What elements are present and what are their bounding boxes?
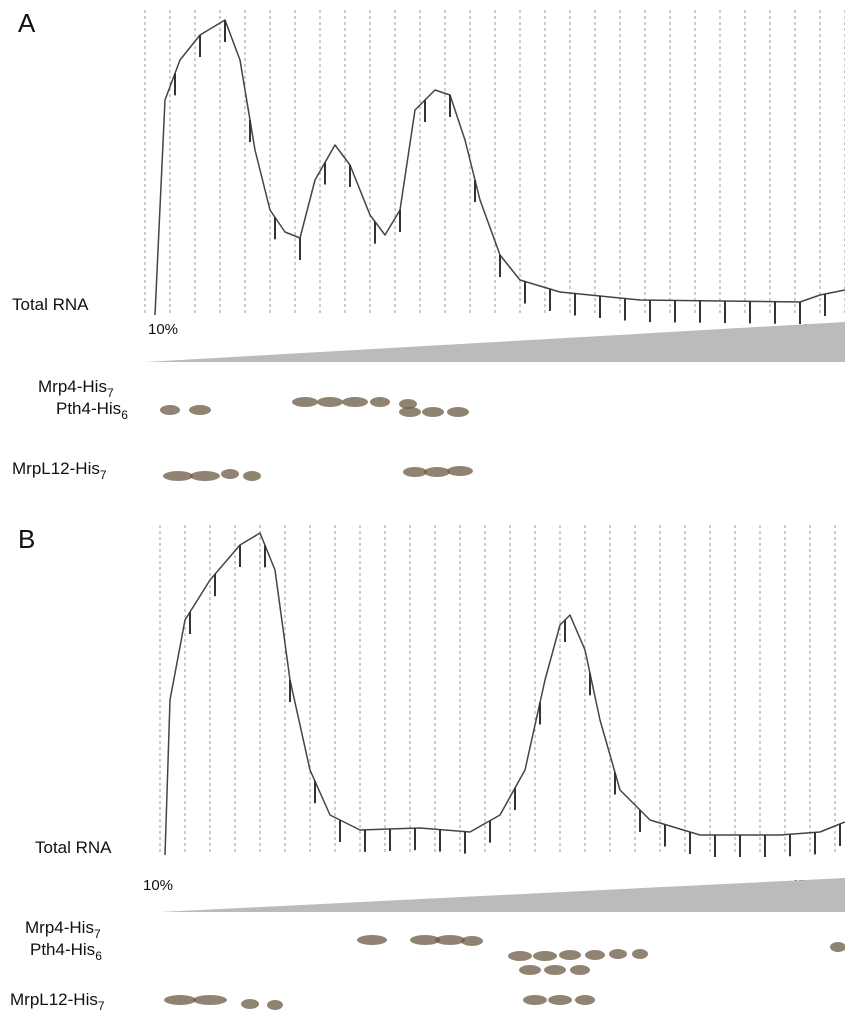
blot-label: MrpL12-His7 xyxy=(12,459,107,482)
panel-label: A xyxy=(18,8,36,38)
panel-label: B xyxy=(18,524,35,554)
gradient-start: 10% xyxy=(143,877,173,894)
blot-band xyxy=(559,950,581,960)
blot-band xyxy=(435,935,465,945)
gradient-wedge xyxy=(160,878,845,912)
blot-band xyxy=(544,965,566,975)
blot-label: Mrp4-His7 xyxy=(38,377,114,400)
blot-band xyxy=(585,950,605,960)
blot-subscript: 7 xyxy=(94,927,101,941)
blot-subscript: 6 xyxy=(95,949,102,963)
blot-label: Pth4-His6 xyxy=(56,399,128,422)
blot-label: MrpL12-His7 xyxy=(10,990,105,1013)
blot-label: Pth4-His6 xyxy=(30,940,102,963)
blot-band xyxy=(189,405,211,415)
blot-band xyxy=(508,951,532,961)
blot-band xyxy=(575,995,595,1005)
blot-band xyxy=(523,995,547,1005)
blot-band xyxy=(570,965,590,975)
blot-band xyxy=(342,397,368,407)
figure: ATotal RNA10%45%Mrp4-His7Pth4-His6MrpL12… xyxy=(0,0,845,1027)
blot-band xyxy=(357,935,387,945)
blot-band xyxy=(163,471,193,481)
blot-band xyxy=(533,951,557,961)
blot-band xyxy=(403,467,427,477)
blot-name: Pth4-His xyxy=(56,399,121,418)
blot-subscript: 7 xyxy=(107,386,114,400)
blot-band xyxy=(267,1000,283,1010)
blot-band xyxy=(447,466,473,476)
blot-band xyxy=(519,965,541,975)
blot-band xyxy=(548,995,572,1005)
blot-band xyxy=(292,397,318,407)
blot-band xyxy=(370,397,390,407)
blot-band xyxy=(461,936,483,946)
gradient-wedge xyxy=(145,322,845,362)
blot-band xyxy=(164,995,196,1005)
blot-band xyxy=(422,407,444,417)
blot-band xyxy=(632,949,648,959)
blot-band xyxy=(317,397,343,407)
profile-label: Total RNA xyxy=(12,295,89,314)
blot-name: MrpL12-His xyxy=(10,990,98,1009)
blot-band xyxy=(190,471,220,481)
blot-band xyxy=(221,469,239,479)
blot-name: Pth4-His xyxy=(30,940,95,959)
blot-band xyxy=(243,471,261,481)
blot-band xyxy=(399,407,421,417)
blot-name: Mrp4-His xyxy=(38,377,107,396)
blot-band xyxy=(424,467,450,477)
blot-band xyxy=(193,995,227,1005)
blot-subscript: 7 xyxy=(100,468,107,482)
profile-curve xyxy=(165,533,845,855)
blot-name: Mrp4-His xyxy=(25,918,94,937)
gradient-start: 10% xyxy=(148,321,178,338)
blot-subscript: 7 xyxy=(98,999,105,1013)
blot-subscript: 6 xyxy=(121,408,128,422)
blot-band xyxy=(830,942,845,952)
profile-label: Total RNA xyxy=(35,838,112,857)
blot-band xyxy=(447,407,469,417)
blot-name: MrpL12-His xyxy=(12,459,100,478)
blot-band xyxy=(241,999,259,1009)
blot-band xyxy=(609,949,627,959)
blot-label: Mrp4-His7 xyxy=(25,918,101,941)
blot-band xyxy=(160,405,180,415)
